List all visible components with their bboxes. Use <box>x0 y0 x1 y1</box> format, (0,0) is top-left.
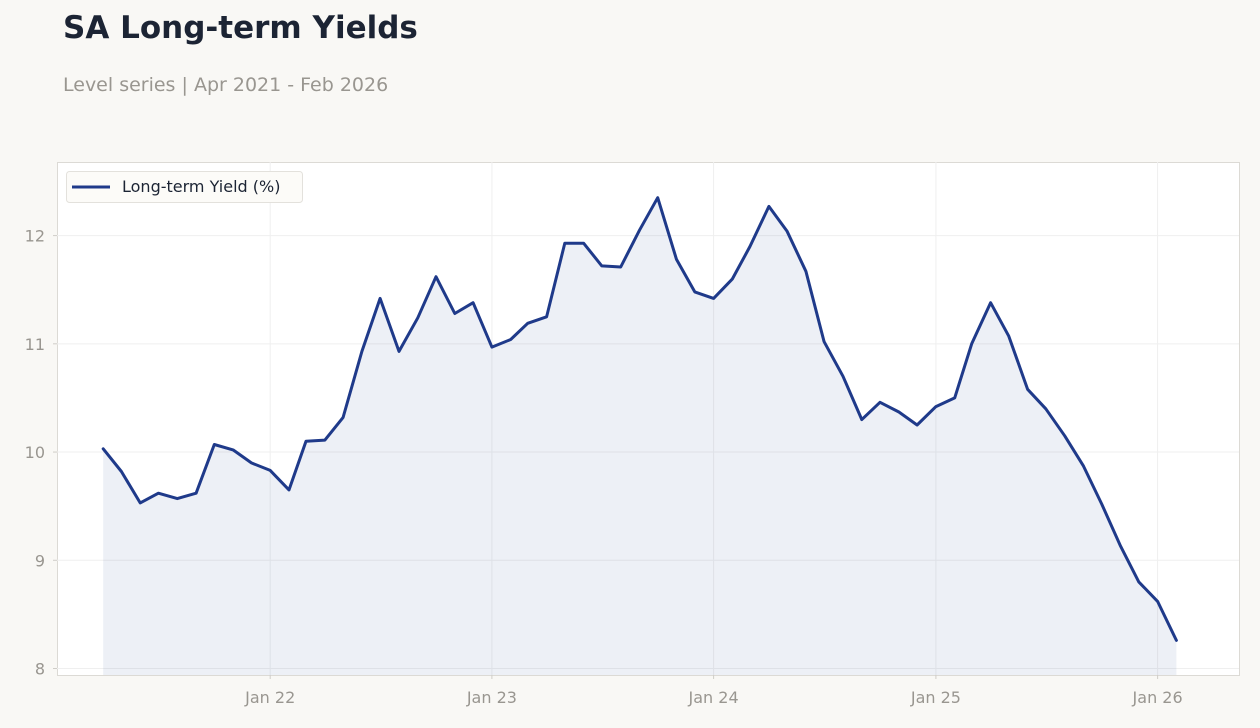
y-axis: 8 9 10 11 12 <box>25 227 57 679</box>
x-tick-label: Jan 25 <box>910 688 961 707</box>
plot-area <box>57 162 1240 676</box>
x-tick-label: Jan 24 <box>688 688 739 707</box>
series-line <box>101 196 1178 642</box>
y-grid <box>57 235 1239 670</box>
y-tick-label: 10 <box>25 443 45 462</box>
series-area <box>103 197 1177 675</box>
y-tick-label: 9 <box>35 551 45 570</box>
x-axis: Jan 22 Jan 23 Jan 24 Jan 25 Jan 26 <box>244 675 1183 707</box>
y-tick-label: 11 <box>25 335 45 354</box>
x-tick-label: Jan 22 <box>244 688 295 707</box>
legend: Long-term Yield (%) <box>66 171 303 203</box>
y-tick-label: 12 <box>25 227 45 246</box>
x-grid <box>269 162 1159 675</box>
y-tick-label: 8 <box>35 660 45 679</box>
chart-title: SA Long-term Yields <box>63 10 418 46</box>
x-tick-label: Jan 26 <box>1132 688 1183 707</box>
chart-subtitle: Level series | Apr 2021 - Feb 2026 <box>63 74 389 96</box>
legend-box <box>66 171 303 203</box>
x-tick-label: Jan 23 <box>466 688 517 707</box>
legend-label: Long-term Yield (%) <box>122 177 280 196</box>
